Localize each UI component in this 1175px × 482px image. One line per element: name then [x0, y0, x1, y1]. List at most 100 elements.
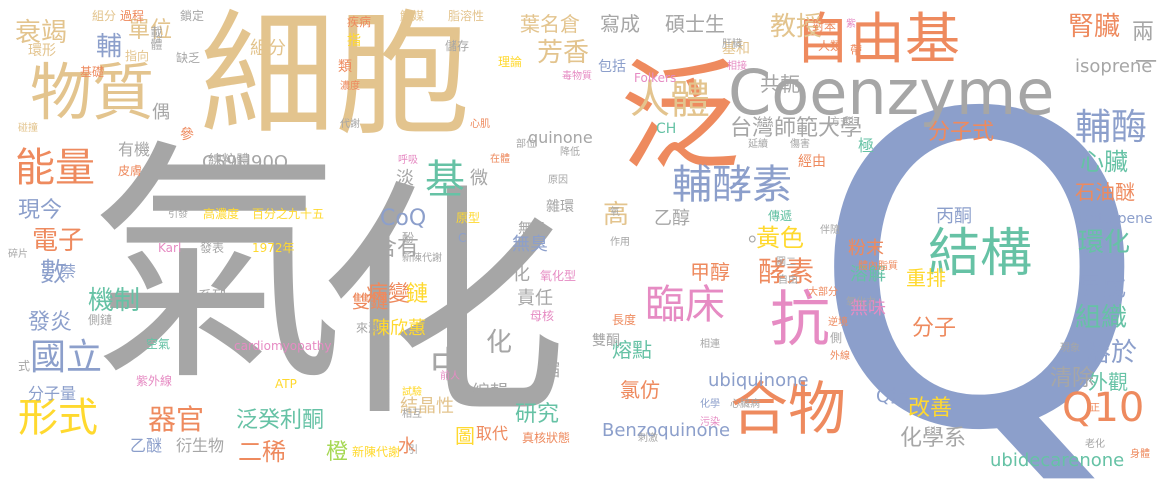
word-yin: 引: [408, 445, 418, 456]
word-waixian: 外線: [830, 351, 850, 362]
word-daixie: 代謝: [340, 119, 360, 130]
word-zuoyong: 作用: [610, 237, 630, 248]
word-yanjiu: 研究: [515, 402, 560, 427]
word-xiangji: 相接: [727, 61, 747, 72]
word-jiyuan: 機制: [88, 286, 141, 316]
word-yang: 氧: [610, 207, 620, 218]
word-wuchou: 無臭: [512, 234, 548, 255]
word-xilie: 系列: [198, 289, 226, 305]
word-yanxu: 延續: [748, 139, 768, 150]
word-ji: 基: [425, 157, 465, 203]
word-chucun: 儲存: [445, 39, 470, 53]
word-shenzang: 腎臟: [1068, 12, 1121, 42]
word-xianxiang: 現象: [1060, 343, 1080, 354]
word-yuanxing: 原型: [456, 211, 481, 225]
word-zuhe2: 組分: [92, 9, 117, 23]
word-quinone: quinone: [528, 128, 593, 147]
word-fenzi: 分子: [912, 316, 957, 341]
word-yanshengwu: 衍生物: [176, 436, 225, 455]
word-duiben: 對苯: [812, 19, 837, 33]
word-isoprene: isoprene: [1075, 56, 1153, 77]
word-xinji: 心肌: [470, 119, 490, 130]
word-wuran: 污染: [700, 417, 720, 428]
word-fengjie: 分子量: [28, 384, 77, 403]
word-kang: 抗: [770, 285, 830, 355]
word-bainfen: 百分之九十五: [252, 207, 325, 221]
word-gongye: 共軛: [760, 72, 800, 96]
word-hanyou: 含有: [375, 236, 420, 261]
word-danwei: 單位: [128, 18, 173, 43]
word-c59: C59H90O: [202, 152, 289, 173]
word-zuhe: 組分: [250, 38, 286, 59]
word-rongjie: 溶解: [850, 264, 886, 285]
word-jijihe: 基和: [722, 41, 750, 57]
word-xianjin: 現今: [18, 198, 63, 223]
word-muhe: 母核: [530, 309, 555, 323]
word-folkers: Folkers: [634, 71, 677, 85]
word-suipian: 碎片: [8, 249, 28, 260]
word-chenxinhui: 陳欣蕙: [372, 318, 426, 339]
word-jiachun: 甲醇: [690, 260, 730, 284]
word-bianji: 編輯: [472, 382, 508, 403]
word-ubidecarenone: ubidecarenone: [990, 450, 1125, 471]
word-zeren: 責任: [517, 288, 553, 309]
word-jiegou: 結構: [928, 224, 1033, 284]
word-xiecheng: 寫成: [600, 12, 640, 36]
word-fayan: 發炎: [28, 310, 73, 335]
word-ch: CH: [656, 121, 677, 137]
word-q10: Q10: [1062, 385, 1145, 431]
word-suo: 縮: [542, 360, 560, 381]
word-zhi: 指: [347, 33, 361, 49]
word-dujing: 毒物質: [562, 71, 592, 82]
word-gao: 高: [603, 200, 630, 230]
word-jiejingxing: 結晶性: [400, 396, 454, 417]
word-chongpai: 重排: [906, 266, 946, 290]
word-youji: 有機: [118, 140, 151, 159]
word-cijian: 刺激: [638, 433, 658, 444]
word-qudai: 取代: [476, 424, 509, 443]
word-hu: 呼吸: [398, 155, 418, 166]
word-dabufen: 大部分: [808, 287, 838, 298]
word-fu: 輔: [96, 32, 123, 62]
word-xianglian: 相連: [700, 339, 720, 350]
word-bingtong: 丙酮: [936, 206, 972, 227]
word-dai: 帶: [850, 43, 863, 57]
word-tiniaozhi: 體內脂質: [858, 261, 898, 272]
word-rongyu: 溶於: [1085, 338, 1138, 368]
word-yuanyin: 原因: [548, 175, 568, 186]
word-fangshi: 方式: [830, 117, 850, 128]
word-fumei: 輔酶: [1075, 107, 1148, 148]
word-zhirongxing: 脂溶性: [448, 9, 485, 23]
word-xingshi: 形式: [18, 395, 98, 441]
word-fangxiang: 芳香: [537, 38, 590, 68]
word-kongqi: 空氣: [146, 337, 171, 351]
word-huaxue: 化學: [700, 399, 720, 410]
word-wuchou2: 無臭: [518, 221, 546, 237]
word-jijian: 基礎: [80, 65, 105, 79]
word-chujian: 觸媒: [400, 9, 425, 23]
word-ubiquinone: ubiquinone: [708, 370, 809, 391]
word-pifu: 皮膚: [118, 164, 143, 178]
word-c: C: [458, 231, 467, 245]
word-erxi: 二稀: [238, 438, 286, 466]
word-renti: 人體: [630, 77, 710, 123]
word-jingyou: 經由: [798, 154, 826, 170]
word-fan: 泛: [620, 48, 740, 187]
word-shenti: 身體: [1130, 449, 1150, 460]
word-fabiao: 發表: [200, 241, 225, 255]
word-gaishan: 改善: [908, 396, 953, 421]
word-gan: 肝臟: [722, 39, 742, 50]
word-xinchen2: 新陳代謝: [402, 253, 442, 264]
word-shu: 數: [40, 258, 67, 288]
word-laiyuan: 來源: [356, 321, 381, 335]
word-bulwei: 部位: [516, 139, 536, 150]
word-zhixiang: 指向: [125, 49, 150, 63]
word-fenmo: 粉末: [848, 238, 884, 259]
word-lian: 鏈: [406, 282, 429, 307]
word-cheng: 橙: [326, 440, 349, 465]
word-jiangdi: 降低: [560, 147, 580, 158]
word-liang: 兩: [1132, 20, 1155, 45]
word-qiqi: 萘: [60, 262, 77, 281]
word-benzoquinone: Benzoquinone: [602, 420, 731, 441]
